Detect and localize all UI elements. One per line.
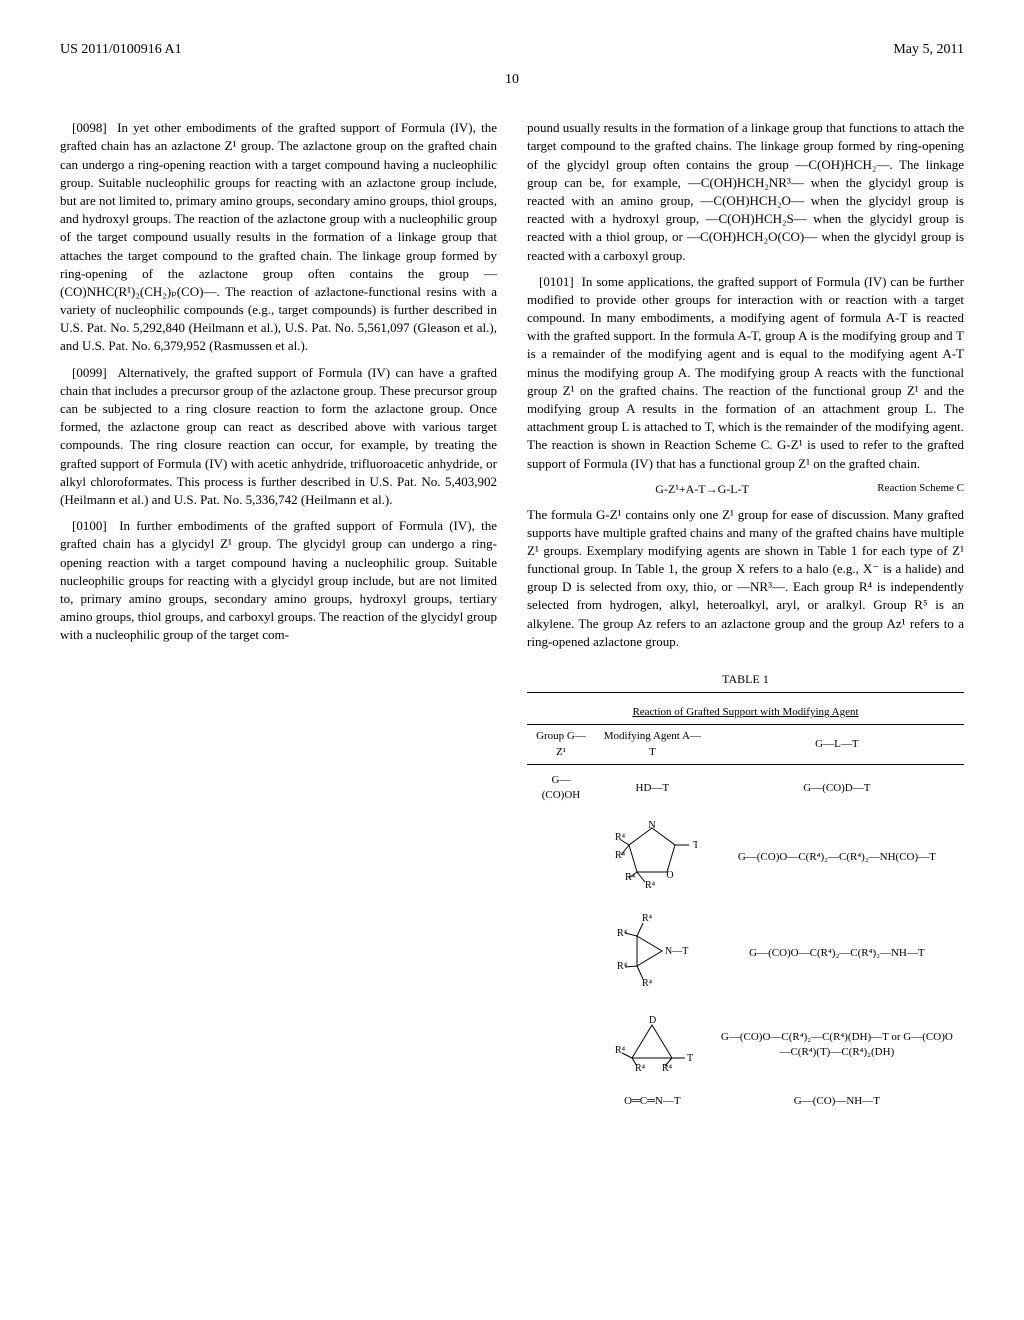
- table-title: TABLE 1: [527, 671, 964, 688]
- para-99-text: Alternatively, the grafted support of Fo…: [60, 365, 497, 507]
- para-100-cont: pound usually results in the formation o…: [527, 119, 964, 265]
- th-1: Group G—Z¹: [527, 725, 595, 765]
- cell: G—(CO)O—C(R⁴)₂—C(R⁴)₂—NH(CO)—T: [710, 812, 964, 903]
- para-100-num: [0100]: [72, 518, 107, 533]
- cell: [527, 812, 595, 903]
- reaction-scheme: G-Z¹+A-T→G-L-T Reaction Scheme C: [527, 481, 964, 498]
- svg-text:T: T: [693, 840, 697, 851]
- left-column: [0098] In yet other embodiments of the g…: [60, 119, 497, 1117]
- cell-structure: N O T R⁴ R⁴ R⁴ R⁴: [595, 812, 710, 903]
- cell-structure: N—T R⁴ R⁴ R⁴ R⁴: [595, 903, 710, 1004]
- cell: O═C═N—T: [595, 1086, 710, 1117]
- cell: G—(CO)OH: [527, 765, 595, 812]
- table-1: Reaction of Grafted Support with Modifyi…: [527, 692, 964, 1118]
- svg-text:R⁴: R⁴: [645, 880, 656, 890]
- table-row: N O T R⁴ R⁴ R⁴ R⁴: [527, 812, 964, 903]
- para-98: [0098] In yet other embodiments of the g…: [60, 119, 497, 355]
- right-column: pound usually results in the formation o…: [527, 119, 964, 1117]
- table-caption: Reaction of Grafted Support with Modifyi…: [527, 701, 964, 725]
- pub-number: US 2011/0100916 A1: [60, 40, 182, 60]
- table-row: N—T R⁴ R⁴ R⁴ R⁴ G—(CO)O—C(R⁴)₂—C(R⁴)₂—NH…: [527, 903, 964, 1004]
- cell-structure: D T R⁴ R⁴ R⁴: [595, 1005, 710, 1086]
- equation-label: Reaction Scheme C: [877, 481, 964, 496]
- para-100: [0100] In further embodiments of the gra…: [60, 517, 497, 644]
- svg-text:R⁴: R⁴: [662, 1063, 673, 1073]
- page-number: 10: [60, 70, 964, 90]
- cell: [527, 903, 595, 1004]
- table-1-section: TABLE 1 Reaction of Grafted Support with…: [527, 671, 964, 1117]
- aziridine-structure-icon: N—T R⁴ R⁴ R⁴ R⁴: [607, 911, 697, 991]
- pub-date: May 5, 2011: [893, 40, 964, 60]
- azlactone-structure-icon: N O T R⁴ R⁴ R⁴ R⁴: [607, 820, 697, 890]
- cell: G—(CO)D—T: [710, 765, 964, 812]
- cell: G—(CO)O—C(R⁴)₂—C(R⁴)₂—NH—T: [710, 903, 964, 1004]
- cell: G—(CO)—NH—T: [710, 1086, 964, 1117]
- para-99-num: [0099]: [72, 365, 107, 380]
- cell: G—(CO)O—C(R⁴)₂—C(R⁴)(DH)—T or G—(CO)O—C(…: [710, 1005, 964, 1086]
- para-101: [0101] In some applications, the grafted…: [527, 273, 964, 473]
- content-area: [0098] In yet other embodiments of the g…: [60, 119, 964, 1117]
- para-98-num: [0098]: [72, 120, 107, 135]
- svg-text:R⁴: R⁴: [642, 978, 653, 989]
- equation-formula: G-Z¹+A-T→G-L-T: [655, 482, 749, 496]
- para-101-num: [0101]: [539, 274, 574, 289]
- svg-text:N: N: [649, 820, 656, 831]
- para-98-text: In yet other embodiments of the grafted …: [60, 120, 497, 353]
- svg-text:R⁴: R⁴: [642, 913, 653, 924]
- cell: [527, 1086, 595, 1117]
- ring-d-structure-icon: D T R⁴ R⁴ R⁴: [607, 1013, 697, 1073]
- cell: [527, 1005, 595, 1086]
- table-row: D T R⁴ R⁴ R⁴ G—(CO)O—C(R⁴)₂—C(R⁴)(DH)—T …: [527, 1005, 964, 1086]
- th-3: G—L—T: [710, 725, 964, 765]
- svg-text:T: T: [687, 1053, 693, 1064]
- para-101-cont: The formula G-Z¹ contains only one Z¹ gr…: [527, 506, 964, 652]
- svg-text:D: D: [649, 1015, 656, 1026]
- svg-text:N—T: N—T: [665, 946, 688, 957]
- para-99: [0099] Alternatively, the grafted suppor…: [60, 364, 497, 510]
- table-row: O═C═N—T G—(CO)—NH—T: [527, 1086, 964, 1117]
- th-2: Modifying Agent A—T: [595, 725, 710, 765]
- svg-text:O: O: [667, 870, 674, 881]
- para-100-text: In further embodiments of the grafted su…: [60, 518, 497, 642]
- para-101-text: In some applications, the grafted suppor…: [527, 274, 964, 471]
- table-row: G—(CO)OH HD—T G—(CO)D—T: [527, 765, 964, 812]
- cell: HD—T: [595, 765, 710, 812]
